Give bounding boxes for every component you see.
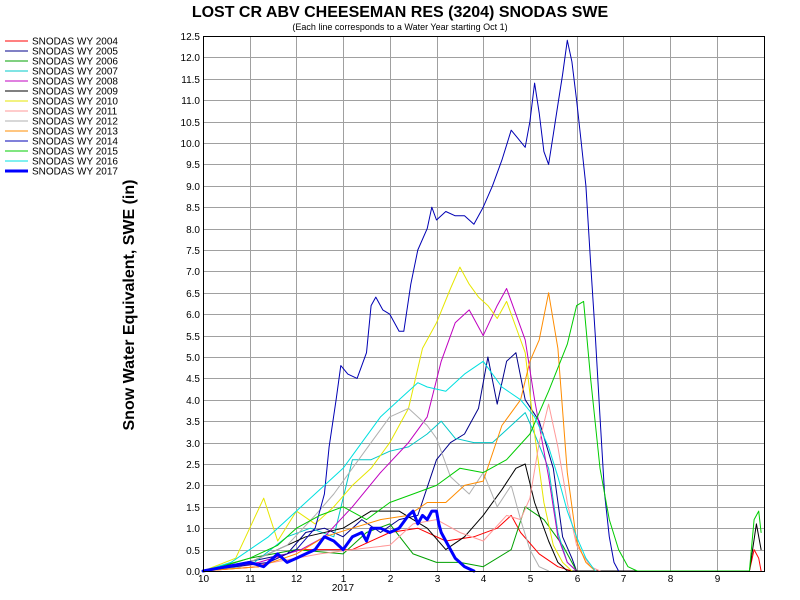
plot-frame xyxy=(203,36,765,572)
x-tick-label: 10 xyxy=(198,574,210,585)
series-line-wy-2008 xyxy=(202,288,578,572)
legend-label: SNODAS WY 2016 xyxy=(32,157,118,168)
y-tick-label: 8.5 xyxy=(186,203,200,214)
series-line-wy-2010 xyxy=(202,266,573,572)
x-tick-label: 7 xyxy=(621,574,627,585)
series-line-wy-2007 xyxy=(202,412,578,572)
y-tick-label: 7.5 xyxy=(186,246,200,257)
x-tick-label: 5 xyxy=(528,574,534,585)
y-tick-label: 12.5 xyxy=(181,32,201,43)
x-tick-label: 6 xyxy=(575,574,581,585)
series-line-wy-2015 xyxy=(202,300,762,572)
y-tick-label: 1.5 xyxy=(186,503,200,514)
legend-label: SNODAS WY 2015 xyxy=(32,147,118,158)
y-tick-label: 6.5 xyxy=(186,289,200,300)
y-tick-label: 8.0 xyxy=(186,225,200,236)
y-tick-label: 11.0 xyxy=(181,96,200,107)
legend-label: SNODAS WY 2004 xyxy=(32,37,118,48)
y-tick-label: 7.0 xyxy=(186,267,200,278)
series-line-wy-2012 xyxy=(202,407,550,572)
x-tick-label: 11 xyxy=(245,574,256,585)
legend-label: SNODAS WY 2012 xyxy=(32,117,118,128)
x-tick-label: 4 xyxy=(481,574,487,585)
y-tick-label: 11.5 xyxy=(181,75,200,86)
y-tick-label: 0.0 xyxy=(186,567,200,578)
chart-subtitle: (Each line corresponds to a Water Year s… xyxy=(292,22,507,32)
legend-label: SNODAS WY 2017 xyxy=(32,167,118,178)
chart-title: LOST CR ABV CHEESEMAN RES (3204) SNODAS … xyxy=(192,4,609,21)
series-line-wy-2016 xyxy=(202,360,596,572)
x-tick-label: 3 xyxy=(435,574,441,585)
series-line-wy-2006 xyxy=(202,506,578,572)
legend-label: SNODAS WY 2005 xyxy=(32,47,118,58)
series-line-wy-2011 xyxy=(202,403,601,572)
series-lines xyxy=(201,39,762,573)
y-tick-label: 3.0 xyxy=(186,439,200,450)
series-line-wy-2017 xyxy=(201,509,476,573)
legend-label: SNODAS WY 2010 xyxy=(32,97,118,108)
legend-label: SNODAS WY 2013 xyxy=(32,127,118,138)
x-tick-label: 1 xyxy=(341,574,347,585)
series-line-wy-2014 xyxy=(202,39,620,572)
legend-label: SNODAS WY 2011 xyxy=(32,107,118,118)
series-line-wy-2009 xyxy=(202,463,762,572)
y-tick-label: 10.0 xyxy=(181,139,201,150)
y-tick-label: 3.5 xyxy=(186,417,200,428)
x-tick-label: 9 xyxy=(715,574,721,585)
series-line-wy-2005 xyxy=(202,352,578,572)
y-tick-label: 2.0 xyxy=(186,481,200,492)
legend-label: SNODAS WY 2008 xyxy=(32,77,118,88)
y-tick-label: 0.5 xyxy=(186,546,200,557)
y-tick-label: 9.0 xyxy=(186,182,200,193)
y-axis-label: Snow Water Equivalent, SWE (in) xyxy=(121,180,138,431)
legend-label: SNODAS WY 2006 xyxy=(32,57,118,68)
y-tick-label: 5.0 xyxy=(186,353,200,364)
series-line-wy-2013 xyxy=(202,292,596,572)
y-axis-ticks: 0.0 0.5 1.0 1.5 2.0 2.5 3.0 3.5 4.0 4.5 5.0 5.5 6.0 6… xyxy=(181,32,201,578)
y-tick-label: 10.5 xyxy=(181,118,201,129)
x-tick-label: 2 xyxy=(388,574,394,585)
x-tick-label: 12 xyxy=(291,574,303,585)
y-tick-label: 2.5 xyxy=(186,460,200,471)
y-tick-label: 4.0 xyxy=(186,396,200,407)
y-tick-label: 5.5 xyxy=(186,332,200,343)
x-tick-label: 8 xyxy=(668,574,674,585)
y-tick-label: 12.0 xyxy=(181,53,201,64)
y-tick-label: 9.5 xyxy=(186,160,200,171)
legend-label: SNODAS WY 2007 xyxy=(32,67,118,78)
x-axis-ticks: 10 11 12 1 2 3 4 5 6 7 8 9 xyxy=(198,574,721,585)
y-tick-label: 4.5 xyxy=(186,374,200,385)
legend-label: SNODAS WY 2014 xyxy=(32,137,118,148)
legend-label: SNODAS WY 2009 xyxy=(32,87,118,98)
y-tick-label: 1.0 xyxy=(186,524,200,535)
gridlines xyxy=(203,36,765,571)
x-axis-year-label: 2017 xyxy=(332,583,355,594)
y-tick-label: 6.0 xyxy=(186,310,200,321)
